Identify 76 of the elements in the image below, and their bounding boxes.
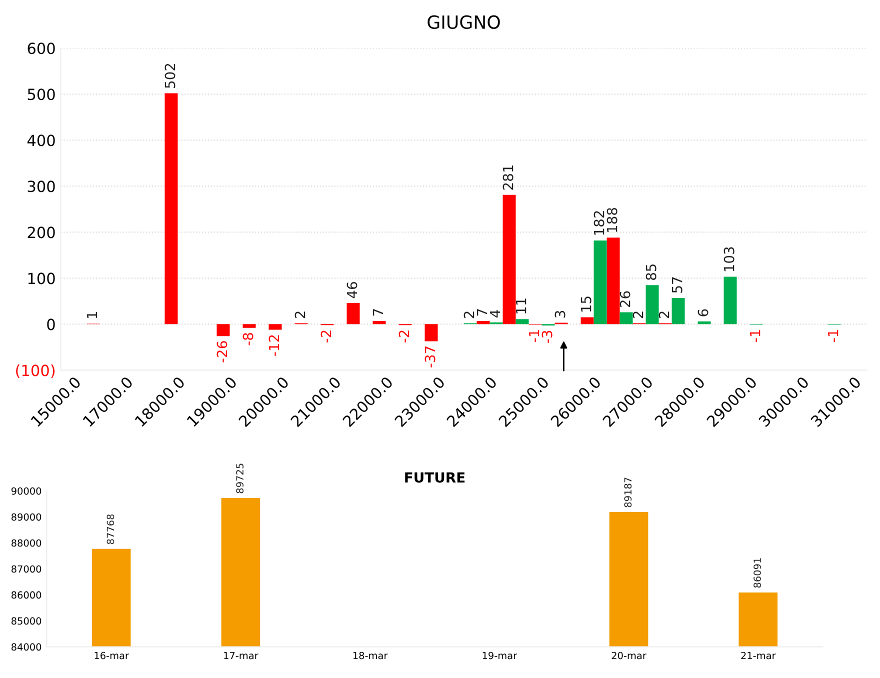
bar: [424, 324, 438, 342]
data-label: 188: [606, 208, 618, 232]
bar: [620, 312, 633, 324]
data-label: 1: [86, 312, 98, 318]
x-tick-label: 20-mar: [612, 652, 646, 660]
data-label: 502: [164, 64, 176, 88]
data-label: 103: [724, 247, 734, 272]
data-label: -26: [216, 341, 228, 362]
bar: [372, 320, 386, 324]
y-tick-label: (100): [16, 364, 55, 378]
bar: [476, 320, 490, 324]
y-tick-label: 87000: [12, 565, 42, 573]
data-label: 87768: [106, 514, 114, 544]
data-label: 15: [580, 296, 592, 312]
data-label: 2: [658, 312, 670, 318]
data-label: 2: [294, 312, 306, 318]
bar: [646, 285, 659, 324]
data-label: 7: [372, 309, 384, 316]
data-label: 281: [502, 166, 514, 190]
y-tick-label: 85000: [12, 617, 42, 625]
y-tick-label: 90000: [11, 487, 42, 495]
y-tick-label: 84000: [12, 643, 42, 651]
bar: [672, 298, 685, 324]
data-label: -3: [542, 330, 552, 343]
data-label: 2: [464, 312, 474, 318]
y-tick-label: 300: [28, 180, 55, 192]
chart-title: FUTURE: [405, 472, 465, 483]
data-label: 3: [554, 310, 566, 318]
x-tick-label: 19-mar: [482, 652, 518, 660]
data-label: 86091: [754, 558, 761, 588]
y-tick-label: 200: [28, 226, 55, 238]
bar: [502, 194, 516, 324]
data-label: -37: [424, 346, 436, 368]
data-label: -2: [320, 330, 332, 342]
data-label: 6: [698, 309, 708, 316]
data-label: 182: [594, 211, 604, 235]
x-tick-label: 17-mar: [224, 652, 258, 660]
data-label: -1: [828, 330, 838, 342]
data-label: -1: [528, 330, 540, 342]
bar: [216, 324, 230, 336]
y-tick-label: 100: [28, 272, 55, 284]
y-tick-label: 0: [47, 318, 55, 330]
bar: [606, 238, 620, 324]
data-label: -12: [268, 335, 280, 356]
x-tick-label: 21-mar: [741, 652, 776, 660]
y-tick-label: 88000: [12, 539, 42, 547]
data-label: -2: [398, 330, 410, 342]
y-tick-label: 86000: [12, 591, 42, 599]
data-label: 4: [490, 310, 500, 318]
bar: [724, 276, 737, 324]
bar: [346, 303, 360, 324]
data-label: 7: [476, 309, 488, 316]
bar: [242, 324, 256, 328]
bar: [164, 93, 178, 324]
data-label: 57: [672, 277, 682, 293]
chart-title: GIUGNO: [428, 15, 500, 29]
data-label: -1: [750, 330, 760, 342]
data-label: -8: [242, 332, 254, 346]
y-tick-label: 600: [28, 42, 55, 54]
y-tick-label: 500: [28, 88, 55, 100]
data-label: 89725: [236, 464, 244, 494]
data-label: 2: [632, 312, 644, 318]
bar: [698, 321, 711, 324]
y-tick-label: 89000: [12, 513, 42, 521]
data-label: 85: [646, 264, 656, 280]
bar: [594, 240, 607, 324]
bar: [268, 324, 282, 330]
x-tick-label: 16-mar: [94, 652, 129, 660]
data-label: 11: [516, 298, 526, 314]
y-tick-label: 400: [27, 134, 55, 146]
x-tick-label: 18-mar: [353, 652, 388, 660]
bar: [516, 319, 529, 324]
data-label: 89187: [624, 478, 632, 508]
data-label: 26: [620, 291, 630, 308]
data-label: 46: [346, 282, 358, 298]
bar: [580, 317, 594, 324]
